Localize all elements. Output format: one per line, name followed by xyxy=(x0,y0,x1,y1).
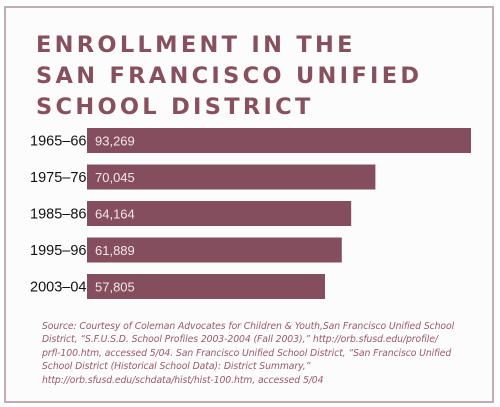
bar-value-label: 57,805 xyxy=(95,280,135,295)
category-label: 2003–04 xyxy=(30,280,86,296)
source-line-4: School District (Historical School Data)… xyxy=(42,361,311,373)
chart-card: ENROLLMENT IN THE SAN FRANCISCO UNIFIED … xyxy=(4,6,494,403)
category-label: 1965–66 xyxy=(30,134,86,150)
bar-value-label: 61,889 xyxy=(95,243,135,258)
bar xyxy=(87,128,471,153)
title-line-3: SCHOOL DISTRICT xyxy=(36,94,314,120)
source-note: Source: Courtesy of Coleman Advocates fo… xyxy=(42,320,482,387)
source-line-1: Source: Courtesy of Coleman Advocates fo… xyxy=(42,321,455,332)
title-line-1: ENROLLMENT IN THE xyxy=(36,32,356,58)
bar xyxy=(87,164,376,190)
category-label: 1995–96 xyxy=(30,243,86,259)
category-label: 1975–76 xyxy=(30,170,86,186)
bar-value-label: 64,164 xyxy=(95,207,135,222)
category-label: 1985–86 xyxy=(30,207,86,223)
source-line-3: prfl-100.htm, accessed 5/04. San Francis… xyxy=(42,347,452,359)
bar-value-label: 70,045 xyxy=(95,170,135,185)
bar xyxy=(87,237,342,263)
title-line-2: SAN FRANCISCO UNIFIED xyxy=(36,63,423,89)
bar-value-label: 93,269 xyxy=(95,134,135,149)
bar-chart: 1965–66 93,269 1975–76 70,045 1985–86 64,164 1… xyxy=(30,128,471,299)
source-line-2: District, “S.F.U.S.D. School Profiles 20… xyxy=(42,334,438,346)
source-line-5: http://orb.sfusd.edu/schdata/hist/hist-1… xyxy=(42,374,324,386)
bar xyxy=(87,274,325,299)
bar xyxy=(87,201,352,226)
chart-title: ENROLLMENT IN THE SAN FRANCISCO UNIFIED … xyxy=(36,30,422,123)
